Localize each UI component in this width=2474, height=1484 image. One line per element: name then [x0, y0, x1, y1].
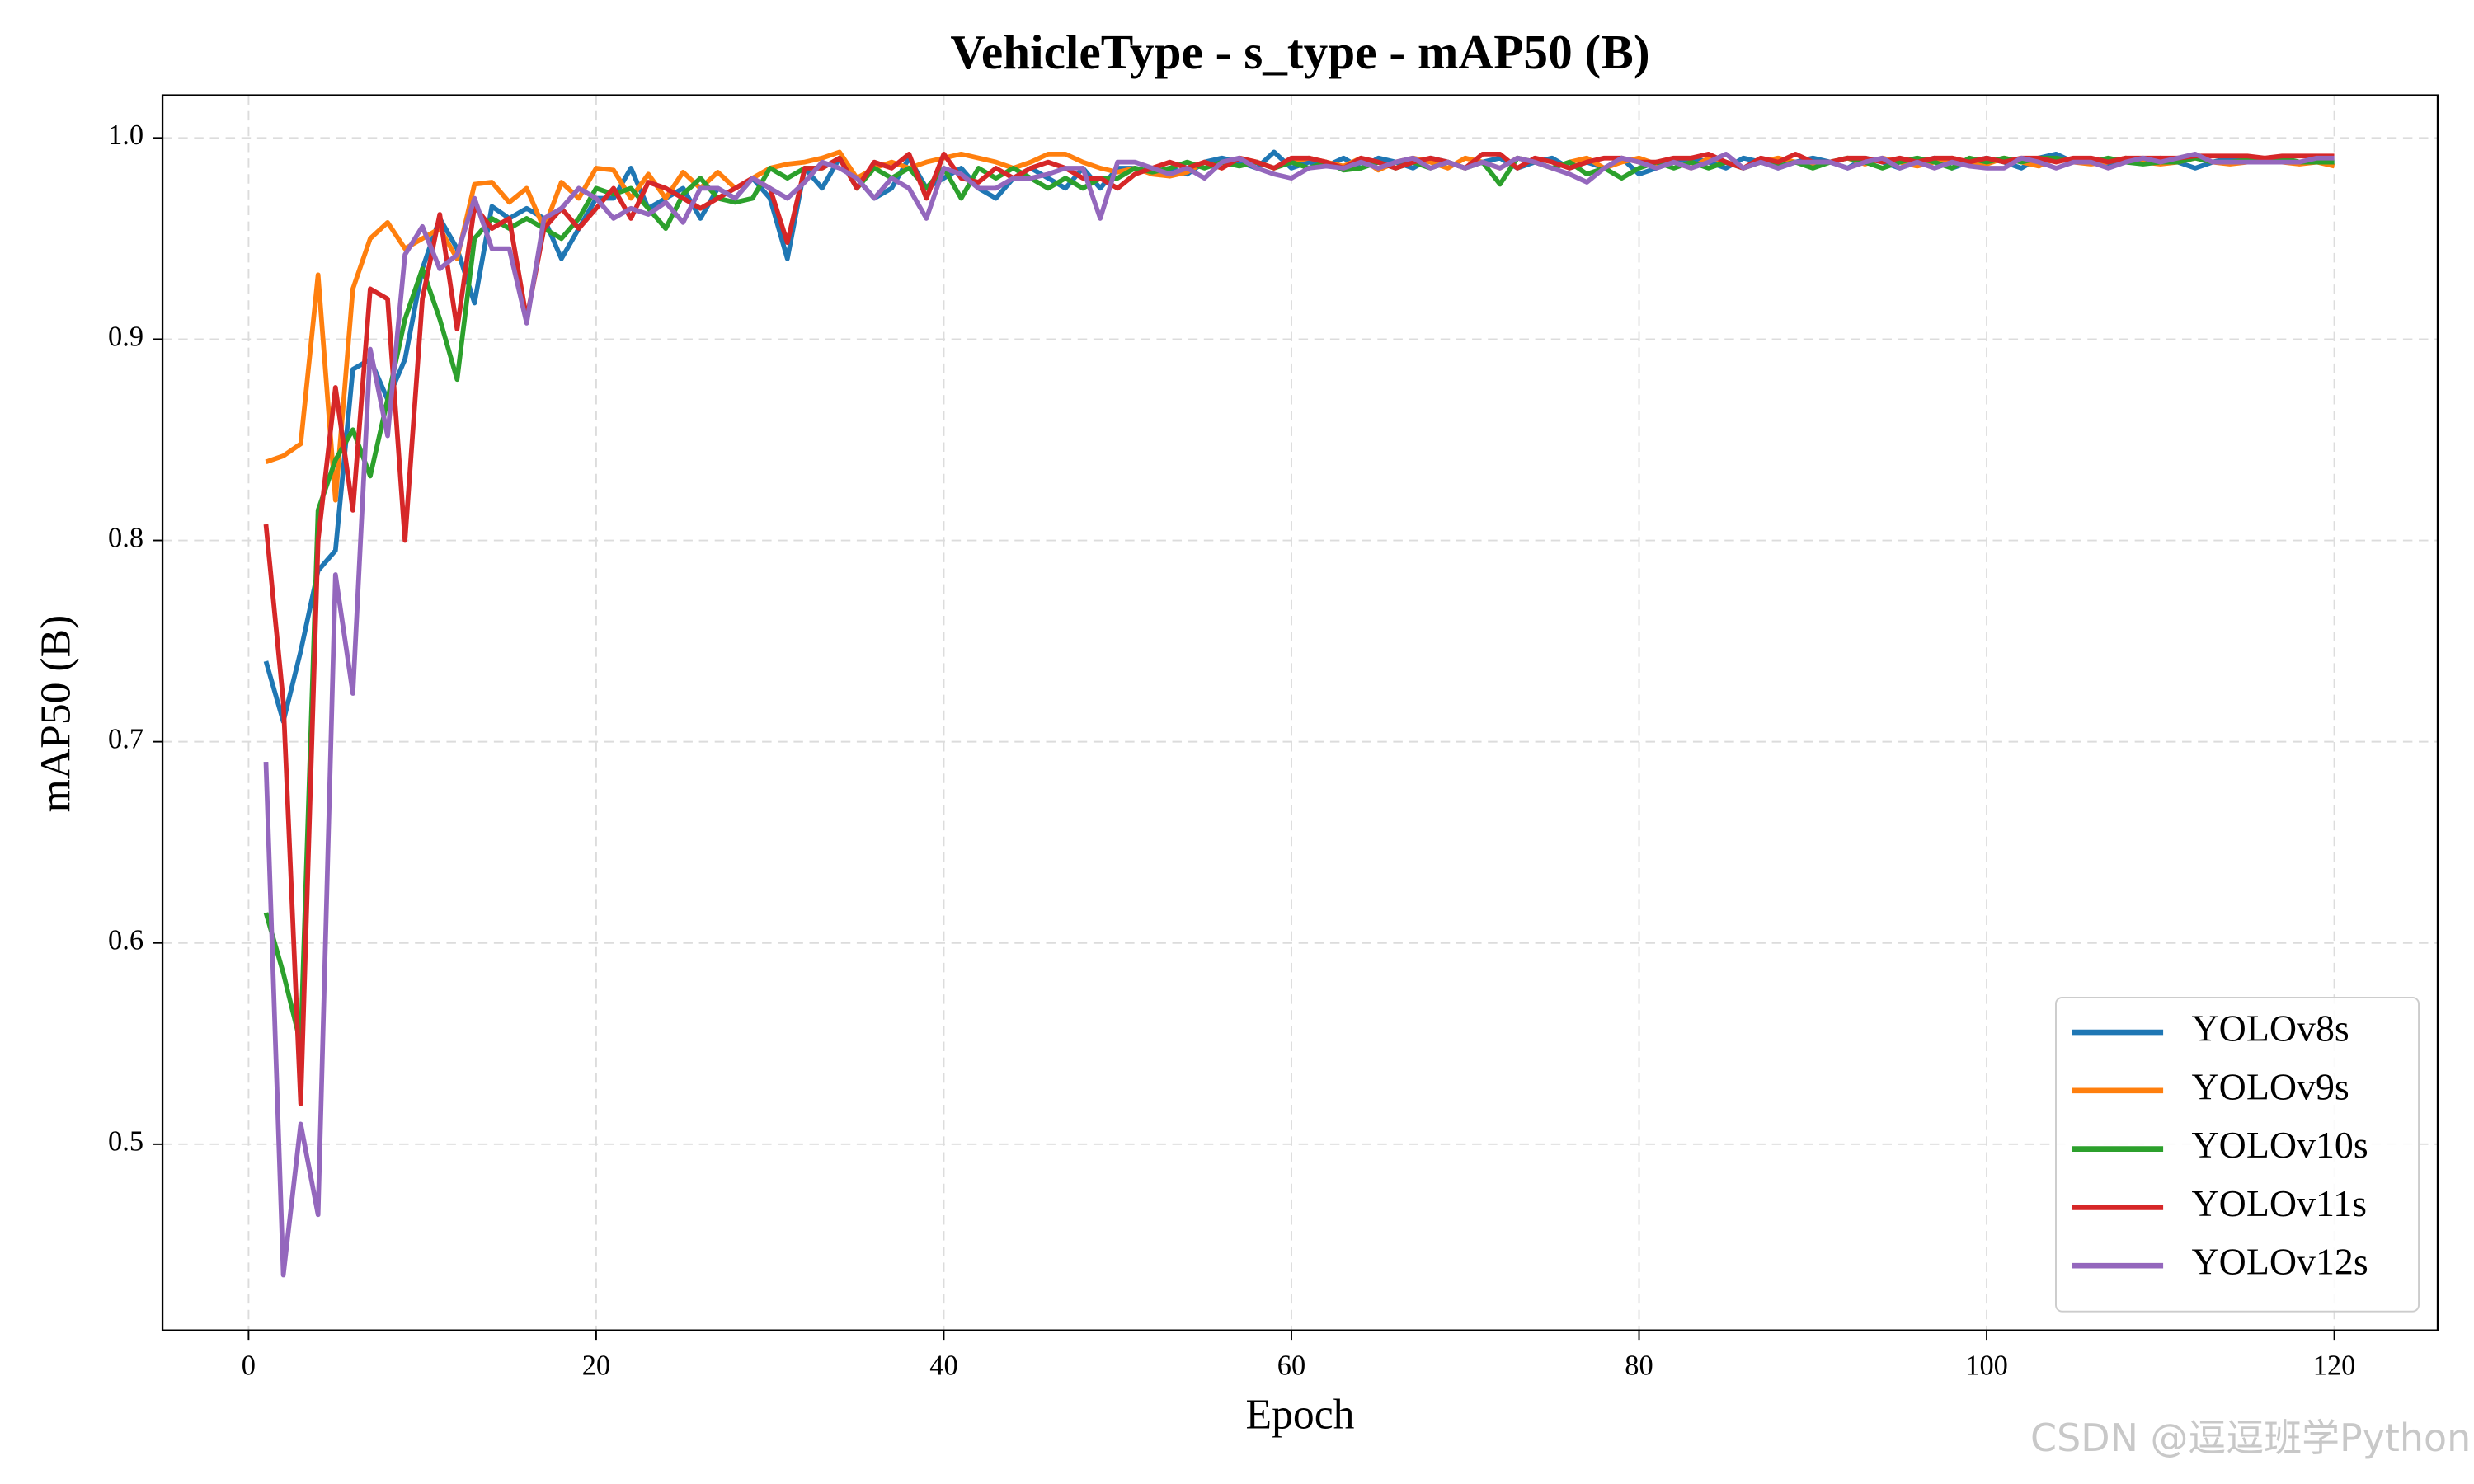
legend-label: YOLOv12s — [2192, 1241, 2368, 1283]
watermark: CSDN @逗逗班学Python — [2030, 1416, 2471, 1460]
plot-frame — [161, 94, 2439, 1331]
y-tick-label: 0.5 — [108, 1126, 143, 1158]
legend: YOLOv8s YOLOv9s YOLOv10s YOLOv11s YOLOv12s — [2055, 996, 2420, 1313]
y-tick-label: 1.0 — [108, 120, 143, 151]
y-tick-label: 0.7 — [108, 724, 143, 755]
x-tick-label: 0 — [242, 1350, 256, 1381]
y-axis-label: mAP50 (B) — [33, 615, 80, 813]
series-line — [263, 151, 2335, 1106]
legend-label: YOLOv11s — [2192, 1182, 2368, 1224]
legend-label: YOLOv8s — [2192, 1007, 2349, 1050]
x-tick-label: 80 — [1625, 1350, 1653, 1381]
legend-label: YOLOv10s — [2192, 1124, 2368, 1166]
x-tick-label: 120 — [2313, 1350, 2356, 1381]
x-tick-label: 40 — [929, 1350, 957, 1381]
x-tick-label: 20 — [582, 1350, 610, 1381]
y-tick-label: 0.9 — [108, 321, 143, 352]
x-tick-label: 60 — [1277, 1350, 1305, 1381]
y-tick-label: 0.6 — [108, 925, 143, 956]
y-tick-label: 0.8 — [108, 522, 143, 553]
legend-label: YOLOv9s — [2192, 1065, 2349, 1107]
legend-box — [2055, 996, 2420, 1313]
x-axis-label: Epoch — [1246, 1392, 1355, 1439]
chart-title: VehicleType - s_type - mAP50 (B) — [950, 25, 1649, 79]
series-line — [263, 151, 2335, 1278]
x-tick-label: 100 — [1965, 1350, 2008, 1381]
